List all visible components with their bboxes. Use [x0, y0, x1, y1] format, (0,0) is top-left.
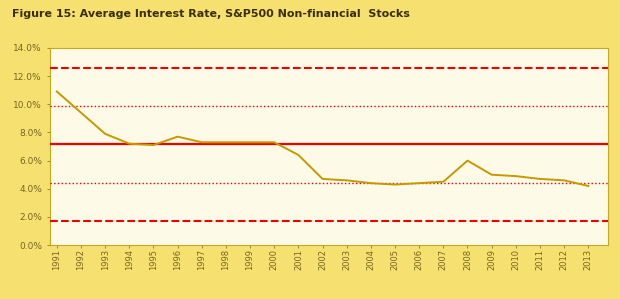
Text: Figure 15: Average Interest Rate, S&P500 Non-financial  Stocks: Figure 15: Average Interest Rate, S&P500… [12, 9, 410, 19]
